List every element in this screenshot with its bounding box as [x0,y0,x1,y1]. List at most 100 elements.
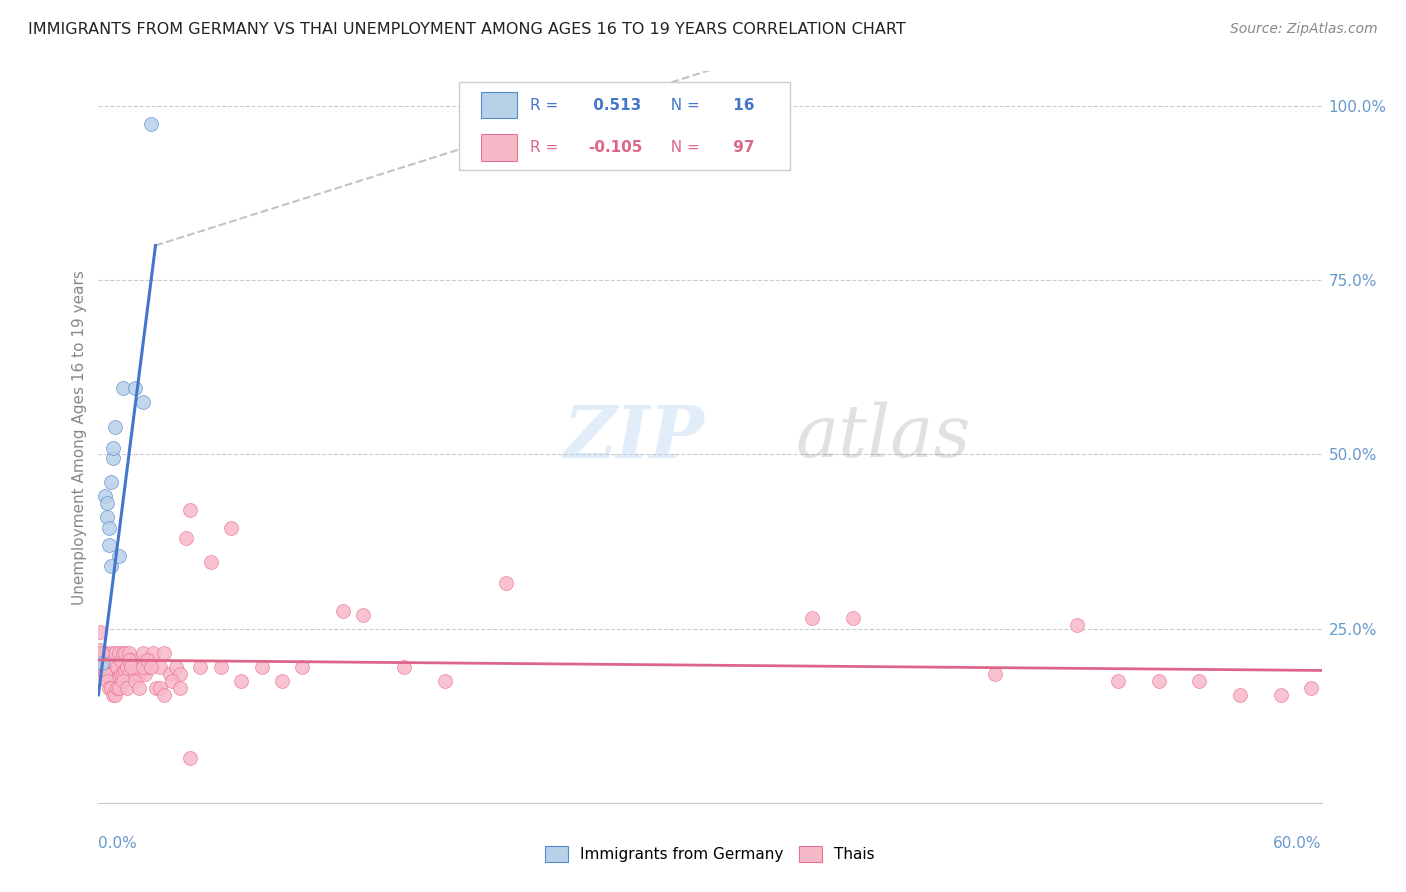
Point [118,646,141,660]
Point [1229,688,1251,702]
Point [120,660,142,674]
Point [127,653,149,667]
Point [101,667,124,681]
Text: 60.0%: 60.0% [1274,836,1322,851]
Point [101,688,124,702]
Point [219,521,242,535]
Point [115,681,138,695]
Point [134,667,156,681]
Point [89,642,111,657]
Point [101,441,124,455]
Point [132,395,155,409]
Point [984,667,1007,681]
Point [110,667,132,681]
Point [93,489,115,503]
Point [1107,673,1129,688]
Point [97,670,120,684]
Point [105,660,128,674]
Text: 16: 16 [728,97,755,112]
Text: ZIP: ZIP [564,401,704,473]
Point [1066,618,1088,632]
FancyBboxPatch shape [481,135,517,161]
Text: Source: ZipAtlas.com: Source: ZipAtlas.com [1230,22,1378,37]
Point [495,576,517,591]
Point [100,475,122,490]
Point [179,503,201,517]
Point [96,673,118,688]
Point [165,660,187,674]
Point [159,667,181,681]
Point [132,660,155,674]
Point [200,556,222,570]
Point [108,681,131,695]
Point [100,681,122,695]
Point [111,673,134,688]
Point [1301,681,1323,695]
Point [91,667,114,681]
Point [141,117,163,131]
Point [114,664,136,678]
Point [250,660,273,674]
Point [169,681,191,695]
Y-axis label: Unemployment Among Ages 16 to 19 years: Unemployment Among Ages 16 to 19 years [72,269,87,605]
Point [352,607,374,622]
Point [801,611,824,625]
Point [138,660,160,674]
Point [96,664,118,678]
Point [91,657,114,671]
Point [332,604,354,618]
Point [149,660,172,674]
Point [111,646,134,660]
Point [128,681,150,695]
Point [152,688,174,702]
FancyBboxPatch shape [481,92,517,118]
Point [1147,673,1170,688]
Point [179,750,201,764]
Point [105,681,128,695]
Point [101,653,124,667]
Text: atlas: atlas [796,401,972,473]
Point [152,646,174,660]
Point [97,653,120,667]
Point [91,649,114,664]
Point [91,646,114,660]
Point [169,667,191,681]
Point [270,673,294,688]
Point [110,653,132,667]
Legend: Immigrants from Germany, Thais: Immigrants from Germany, Thais [538,840,882,868]
Point [132,646,155,660]
Point [118,667,141,681]
Text: N =: N = [661,97,704,112]
Point [100,646,122,660]
Point [108,549,131,563]
Point [108,646,131,660]
Point [97,538,120,552]
Point [142,646,165,660]
Point [97,681,120,695]
Point [138,653,160,667]
Point [111,667,134,681]
Point [120,653,142,667]
Point [104,419,127,434]
Point [124,673,146,688]
Point [97,660,120,674]
Point [101,450,124,465]
Point [97,521,120,535]
Point [89,660,111,674]
Point [136,653,159,667]
Text: R =: R = [530,140,564,155]
Point [145,681,167,695]
Point [129,664,152,678]
Point [188,660,212,674]
Point [114,646,136,660]
Text: R =: R = [530,97,564,112]
Text: 0.513: 0.513 [588,97,641,112]
Point [96,496,118,510]
FancyBboxPatch shape [460,82,790,170]
Point [96,510,118,524]
Point [141,660,163,674]
Point [93,667,115,681]
Point [111,381,134,395]
Point [105,667,128,681]
Point [231,673,253,688]
